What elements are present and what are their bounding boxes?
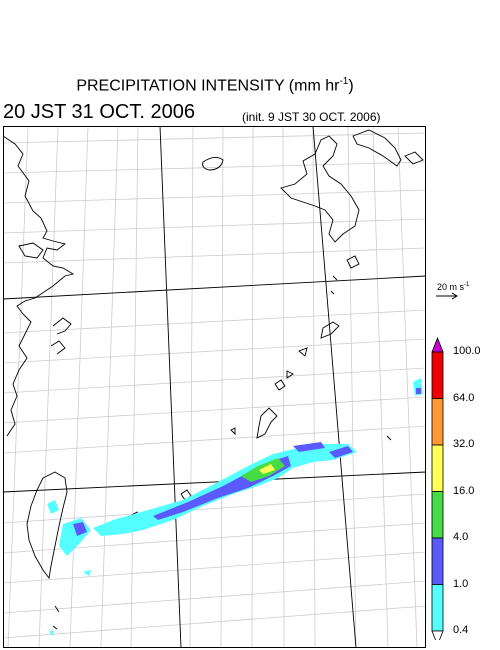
init-time: (init. 9 JST 30 OCT. 2006): [242, 110, 381, 124]
colorbar-tick-label: 1.0: [453, 577, 469, 590]
colorbar-box: [431, 351, 444, 399]
colorbar-tick-label: 32.0: [453, 438, 475, 450]
map-major-grid: [3, 126, 426, 648]
colorbar-tick-label: 16.0: [453, 484, 475, 497]
vector-legend-arrow: [436, 292, 458, 300]
title-unit-superscript: -1: [339, 76, 349, 87]
title-text: PRECIPITATION INTENSITY (mm hr: [76, 77, 340, 95]
map-frame: [3, 126, 426, 648]
vector-legend-label: 20 m s-1: [437, 282, 469, 292]
colorbar-top-arrow: [431, 336, 444, 353]
vector-legend-text: 20 m s: [437, 282, 465, 292]
colorbar-tick-label: 0.4: [453, 624, 469, 636]
colorbar-bottom-arrow: [431, 630, 444, 640]
colorbar-box: [431, 444, 444, 492]
colorbar-tick-label: 100.0: [453, 345, 481, 357]
colorbar-box: [431, 491, 444, 539]
precipitation-field: [47, 378, 423, 636]
colorbar-tick-label: 4.0: [453, 531, 469, 543]
colorbar-box: [431, 584, 444, 632]
colorbar-box: [431, 398, 444, 446]
colorbar: [431, 336, 444, 640]
precipitation-map: [3, 126, 426, 648]
map-title: PRECIPITATION INTENSITY (mm hr-1): [0, 76, 430, 95]
vector-legend-unit-superscript: -1: [464, 282, 470, 288]
valid-time: 20 JST 31 OCT. 2006: [3, 101, 195, 123]
title-close-paren: ): [348, 77, 354, 95]
map-grid: [3, 126, 426, 648]
colorbar-tick-label: 64.0: [453, 391, 475, 404]
colorbar-box: [431, 537, 444, 585]
